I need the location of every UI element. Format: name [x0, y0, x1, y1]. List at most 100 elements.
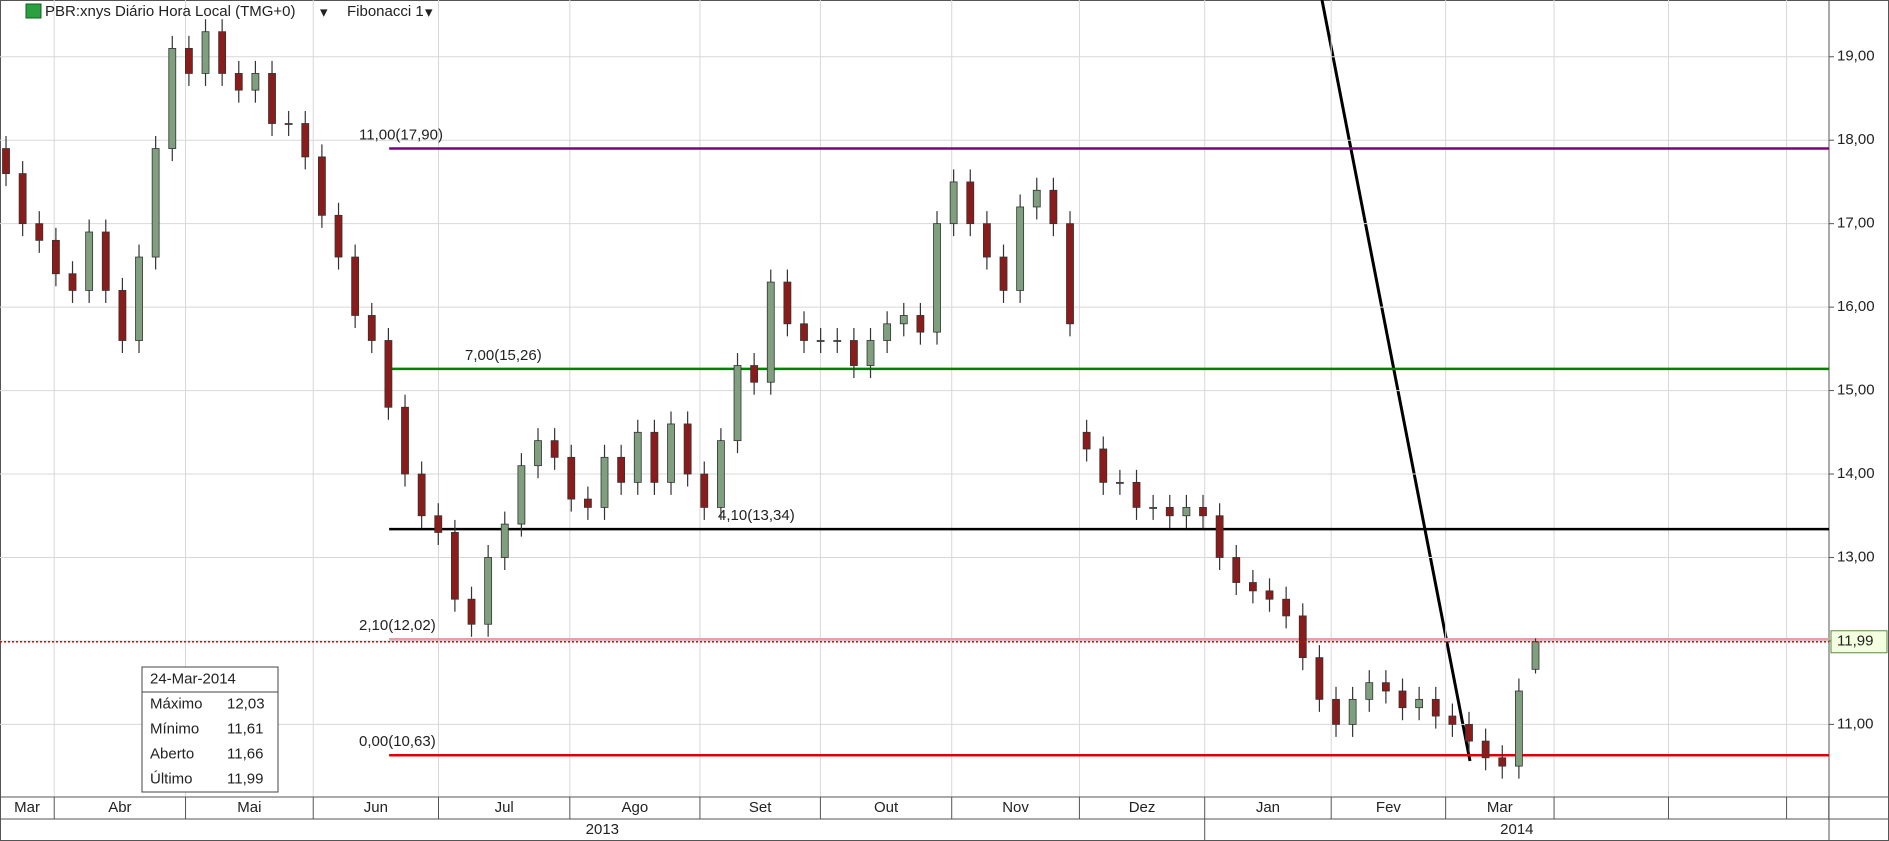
candle-body [1215, 515, 1224, 558]
candle-body [268, 73, 276, 124]
candle-body [1132, 481, 1141, 508]
header-arrow: ▾ [320, 4, 328, 21]
info-box [141, 666, 279, 793]
candle-body [700, 473, 709, 508]
candle-body [18, 173, 27, 225]
candle-body [151, 148, 160, 258]
month-label: Mar [14, 799, 40, 816]
candle-body [982, 223, 991, 258]
info-key: Máximo [150, 695, 203, 712]
candle-body [949, 181, 958, 225]
candle-body [68, 273, 77, 291]
candle-body [583, 498, 592, 508]
y-tick-label: 17,00 [1837, 215, 1875, 232]
candle-body [1232, 557, 1241, 583]
candle-body [1531, 641, 1540, 670]
candle-body [816, 340, 825, 342]
info-key: Último [150, 770, 193, 787]
candle-body [1199, 507, 1207, 517]
candle-body [1149, 507, 1158, 509]
month-label: Jun [364, 799, 388, 816]
candle-body [168, 48, 177, 149]
candle-body [417, 473, 426, 517]
candle-body [899, 315, 908, 325]
candle-body [101, 231, 110, 291]
candle-body [866, 340, 875, 366]
month-label: Jul [495, 799, 514, 816]
candle-body [567, 456, 576, 500]
candle-body [683, 423, 692, 475]
candle-body [1332, 698, 1340, 725]
candle-body [367, 315, 376, 341]
candle-body [2, 148, 10, 174]
candle-body [716, 440, 725, 508]
candle-body [35, 223, 44, 241]
candle-body [1182, 507, 1191, 517]
year-label: 2013 [586, 821, 619, 838]
fib-label: 4,10(13,34) [718, 507, 795, 524]
candle-body [500, 523, 509, 558]
candle-body [1282, 598, 1291, 617]
candle-body [733, 365, 742, 442]
candle-body [933, 223, 941, 333]
fib-label: 0,00(10,63) [359, 733, 436, 750]
candle-body [218, 31, 227, 74]
fib-label: 2,10(12,02) [359, 617, 436, 634]
candle-body [517, 465, 526, 525]
candle-body [534, 440, 542, 467]
candle-body [301, 123, 310, 158]
candle-body [1115, 481, 1124, 484]
y-tick-label: 18,00 [1837, 131, 1875, 148]
fib-label: 11,00(17,90) [359, 127, 443, 144]
candle-body [1514, 690, 1523, 767]
info-date: 24-Mar-2014 [150, 670, 236, 687]
candle-body [484, 557, 493, 625]
y-tick-label: 15,00 [1837, 382, 1875, 399]
candle-body [1016, 206, 1025, 291]
candle-body [916, 315, 925, 333]
candle-body [1481, 740, 1490, 759]
candle-body [800, 323, 808, 341]
y-tick-label: 14,00 [1837, 465, 1875, 482]
month-label: Dez [1129, 799, 1156, 816]
month-label: Out [874, 799, 899, 816]
last-price-box [1830, 630, 1888, 654]
info-value: 11,61 [227, 720, 263, 737]
candle-body [783, 281, 792, 325]
candle-body [1066, 223, 1074, 325]
candle-body [617, 456, 626, 483]
candle-body [883, 323, 892, 341]
candle-body [1415, 698, 1424, 709]
candle-body [450, 532, 459, 600]
candle-body [118, 290, 127, 341]
candle-body [1298, 615, 1307, 659]
candle-body [434, 515, 443, 533]
candle-body [351, 256, 360, 316]
info-value: 12,03 [227, 695, 265, 712]
candle-body [667, 423, 675, 483]
candle-body [1082, 431, 1091, 450]
year-label: 2014 [1500, 821, 1533, 838]
candle-body [650, 431, 659, 483]
candle-body [1398, 690, 1407, 709]
candle-body [384, 340, 393, 408]
candle-body [317, 156, 326, 216]
candle-body [1032, 189, 1041, 208]
candle-body [849, 340, 858, 366]
last-price-label: 11,99 [1837, 633, 1873, 650]
candle-body [1365, 682, 1374, 700]
candle-body [999, 256, 1008, 291]
month-label: Nov [1002, 799, 1029, 816]
candle-body [234, 73, 243, 91]
month-label: Ago [622, 799, 649, 816]
candle-body [251, 73, 260, 91]
y-tick-label: 19,00 [1837, 48, 1875, 65]
candle-body [135, 256, 143, 341]
candle-body [1348, 698, 1357, 725]
fib-label: 7,00(15,26) [465, 347, 542, 364]
info-value: 11,99 [227, 770, 263, 787]
candle-body [966, 181, 975, 225]
month-label: Abr [108, 799, 131, 816]
candle-body [1165, 507, 1174, 517]
